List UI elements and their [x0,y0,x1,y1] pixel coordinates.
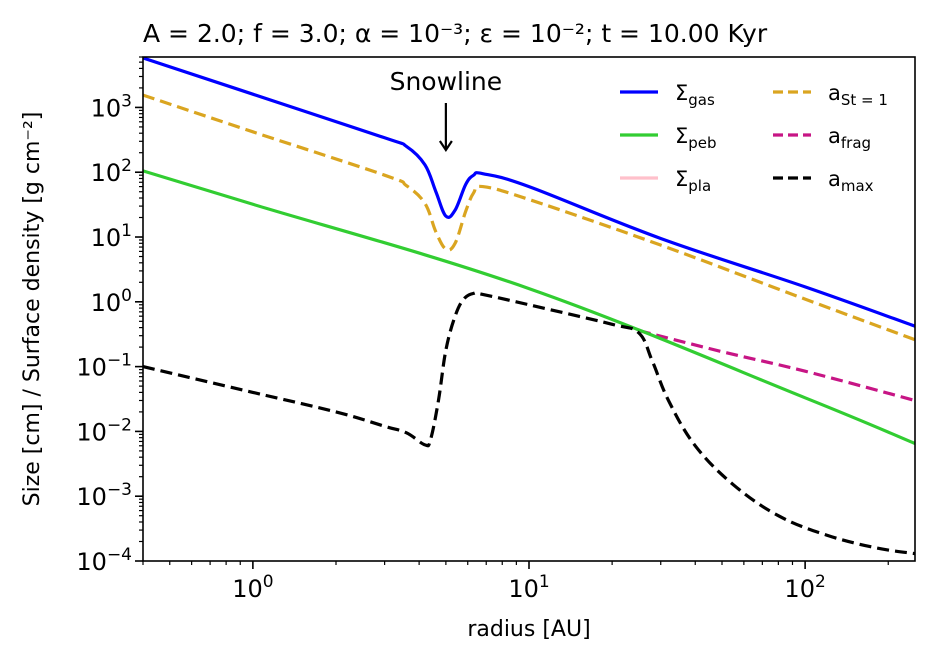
legend-label: Σpla [675,167,711,195]
plot-frame [142,56,916,562]
x-tick-label: 102 [784,572,825,603]
y-tick-label: 10−4 [76,545,132,576]
annotation-layer: Snowline [390,67,503,153]
series-line-max [143,291,915,556]
snowline-annotation-label: Snowline [390,67,503,96]
chart-title: A = 2.0; f = 3.0; α = 10⁻³; ε = 10⁻²; t … [143,19,768,48]
y-tick-label: 10−2 [76,415,132,446]
y-tick-label: 10−3 [76,480,132,511]
series-line-frag [638,329,915,403]
legend-label: Σpeb [675,124,717,152]
x-tick-label: 100 [232,572,273,603]
y-tick-label: 103 [91,91,132,122]
axes-layer: 100 101 102 10−4 10−3 10−2 10−1 100 101 102 103 [76,56,916,603]
legend: Σgas Σpeb Σpla aSt = 1 afrag amax [620,81,888,195]
legend-label: afrag [828,124,871,152]
y-axis-label: Size [cm] / Surface density [g cm⁻²] [20,112,45,507]
snowline-arrow-head-icon [438,140,453,153]
y-tick-label: 10−1 [76,351,132,382]
y-tick-label: 102 [91,156,132,187]
y-tick-label: 101 [91,221,132,252]
series-line-peb [143,169,915,446]
series-layer [143,57,915,556]
x-tick-label: 101 [508,572,549,603]
x-axis-label: radius [AU] [467,617,590,642]
series-line-gas [143,57,915,328]
legend-label: aSt = 1 [828,81,888,109]
y-tick-label: 100 [91,286,132,317]
legend-label: Σgas [675,81,715,109]
series-line-st1 [143,93,915,342]
legend-label: amax [828,167,874,195]
